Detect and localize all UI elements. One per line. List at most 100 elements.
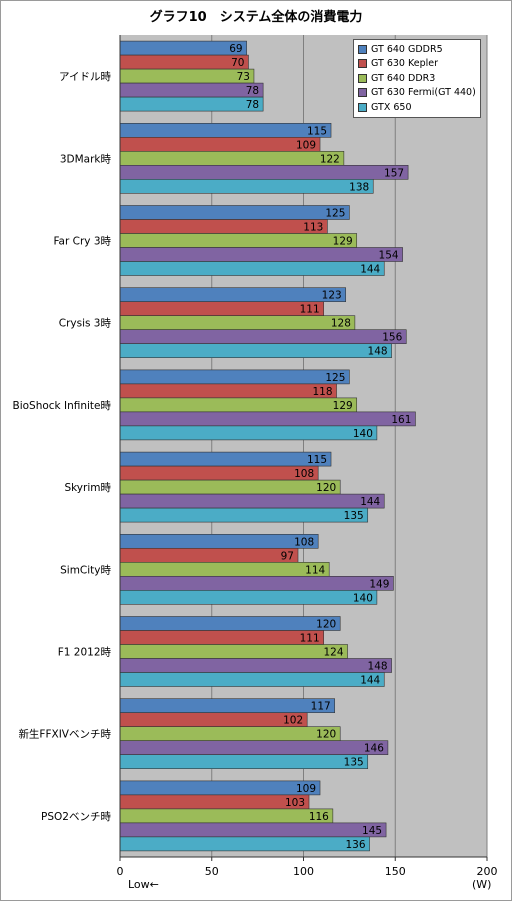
data-label: 120: [316, 619, 336, 631]
bar: [119, 561, 330, 577]
bar: [119, 616, 341, 631]
legend-label: GT 630 Kepler: [371, 58, 439, 70]
bar: [119, 575, 394, 591]
data-label: 73: [237, 71, 250, 83]
legend-label: GT 640 DDR3: [371, 72, 436, 84]
bar: [119, 451, 332, 467]
bar: [119, 96, 264, 112]
bar: [119, 179, 374, 194]
data-label: 140: [353, 592, 373, 604]
bar: [119, 397, 358, 413]
data-label: 128: [331, 318, 351, 330]
category-label: Far Cry 3時: [53, 236, 111, 248]
legend-label: GTX 650: [371, 101, 412, 113]
bar: [119, 40, 247, 56]
category-label: アイドル時: [59, 71, 111, 83]
data-label: 129: [333, 400, 353, 412]
bar: [119, 533, 319, 549]
data-label: 144: [360, 496, 380, 508]
legend-swatch: [358, 44, 367, 54]
data-label: 124: [323, 647, 343, 659]
data-label: 148: [368, 661, 388, 673]
data-label: 117: [311, 701, 331, 713]
data-label: 148: [368, 346, 388, 358]
legend-swatch: [358, 102, 367, 112]
data-label: 109: [296, 783, 316, 795]
data-label: 135: [344, 757, 364, 769]
data-label: 70: [231, 57, 244, 69]
x-tick-label: 100: [293, 865, 314, 878]
bar: [119, 383, 337, 399]
data-label: 149: [369, 578, 389, 590]
category-label: Crysis 3時: [59, 318, 112, 330]
data-label: 154: [379, 250, 399, 262]
legend-item: GT 630 Fermi(GT 440): [358, 86, 476, 101]
category-label: 3DMark時: [60, 153, 112, 165]
bar: [119, 507, 369, 523]
bar: [119, 247, 403, 262]
bar: [119, 658, 392, 673]
bar: [119, 808, 334, 824]
data-label: 111: [300, 304, 320, 316]
data-label: 157: [384, 167, 404, 179]
bar: [119, 794, 310, 810]
bar: [119, 123, 332, 138]
data-label: 116: [309, 811, 329, 823]
bar: [119, 343, 392, 359]
data-label: 146: [364, 743, 384, 755]
data-label: 108: [294, 536, 314, 548]
bar: [119, 479, 341, 495]
bar: [119, 836, 370, 852]
bar: [119, 82, 264, 98]
category-label: BioShock Infinite時: [13, 400, 112, 412]
data-label: 144: [360, 675, 380, 687]
x-tick-label: 50: [205, 865, 219, 878]
bar: [119, 329, 407, 345]
bar: [119, 205, 350, 220]
legend-label: GT 630 Fermi(GT 440): [371, 87, 476, 99]
data-label: 102: [283, 715, 303, 727]
bar: [119, 740, 389, 756]
bar: [119, 233, 358, 248]
data-label: 97: [281, 550, 294, 562]
bar: [119, 261, 385, 276]
bar: [119, 822, 387, 838]
category-label: SimCity時: [60, 564, 111, 576]
data-label: 156: [382, 332, 402, 344]
legend-item: GT 640 DDR3: [358, 71, 476, 86]
legend-label: GT 640 GDDR5: [371, 43, 443, 55]
data-label: 129: [333, 236, 353, 248]
bar: [119, 672, 385, 687]
data-label: 113: [303, 222, 323, 234]
data-label: 145: [362, 825, 382, 837]
bar: [119, 411, 416, 427]
data-label: 135: [344, 510, 364, 522]
bar: [119, 644, 348, 659]
data-label: 114: [305, 564, 325, 576]
legend-swatch: [358, 73, 367, 83]
bar: [119, 165, 409, 180]
data-label: 144: [360, 264, 380, 276]
data-label: 111: [300, 633, 320, 645]
bar: [119, 54, 249, 70]
category-label: 新生FFXIVベンチ時: [18, 728, 111, 741]
bar: [119, 219, 328, 234]
data-label: 161: [391, 414, 411, 426]
bar: [119, 287, 347, 303]
data-label: 78: [246, 99, 259, 111]
data-label: 103: [285, 797, 305, 809]
data-label: 115: [307, 125, 327, 137]
data-label: 120: [316, 482, 336, 494]
unit-label: (W): [472, 878, 492, 891]
category-label: F1 2012時: [58, 647, 112, 659]
data-label: 118: [312, 386, 332, 398]
data-label: 115: [307, 454, 327, 466]
data-label: 125: [325, 208, 345, 220]
bar: [119, 726, 341, 742]
data-label: 138: [349, 181, 369, 193]
x-tick-label: 0: [117, 865, 124, 878]
data-label: 69: [229, 43, 242, 55]
bar: [119, 630, 324, 645]
bar: [119, 698, 335, 714]
